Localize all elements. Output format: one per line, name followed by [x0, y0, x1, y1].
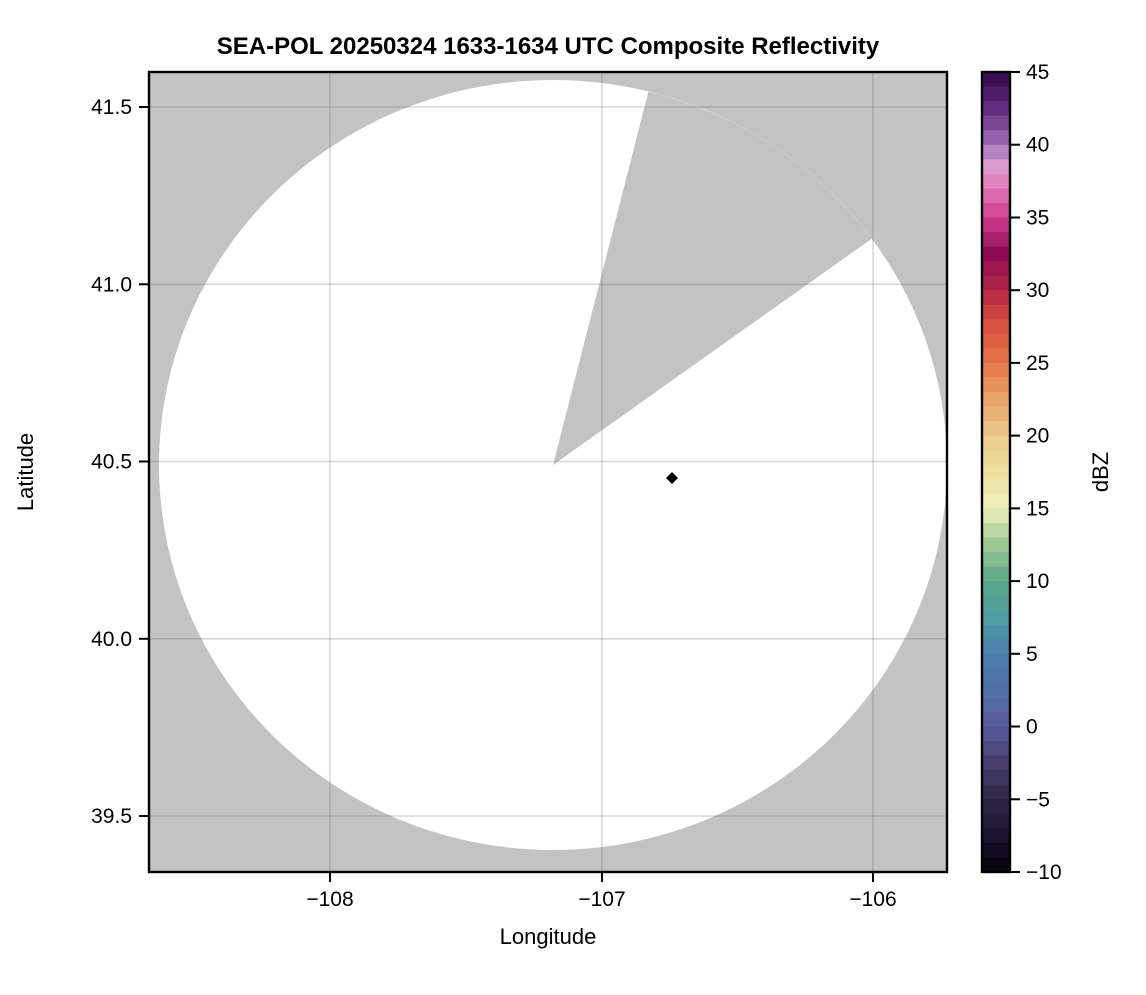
- colorbar-band: [982, 552, 1010, 567]
- colorbar-band: [982, 290, 1010, 306]
- colorbar-band: [982, 537, 1010, 553]
- colorbar-gradient: [982, 72, 1010, 873]
- y-axis-label: Latitude: [13, 433, 38, 511]
- cb-tick-label-15: 15: [1026, 497, 1049, 520]
- colorbar-band: [982, 697, 1010, 713]
- colorbar-band: [982, 435, 1010, 451]
- colorbar-band: [982, 130, 1010, 146]
- blanked-sector-wedge: [553, 91, 872, 465]
- colorbar-band: [982, 202, 1010, 218]
- colorbar-band: [982, 188, 1010, 204]
- cb-tick-label-45: 45: [1026, 61, 1049, 84]
- echo-point-marker: [666, 472, 678, 484]
- colorbar-band: [982, 406, 1010, 422]
- colorbar-band: [982, 842, 1010, 858]
- colorbar-band: [982, 857, 1010, 873]
- y-tick-label-41.5: 41.5: [91, 96, 132, 119]
- colorbar-band: [982, 173, 1010, 189]
- colorbar-band: [982, 261, 1010, 277]
- colorbar-band: [982, 493, 1010, 509]
- colorbar-band: [982, 726, 1010, 742]
- colorbar-band: [982, 755, 1010, 771]
- x-tick-label--108: −108: [306, 888, 353, 911]
- colorbar-band: [982, 377, 1010, 393]
- cb-tick-label-35: 35: [1026, 207, 1049, 230]
- colorbar-band: [982, 639, 1010, 655]
- colorbar-band: [982, 653, 1010, 669]
- colorbar-band: [982, 712, 1010, 727]
- colorbar-band: [982, 624, 1010, 640]
- colorbar: 45 40 35 30 25 20 15 10 5 0 −5 −10 dBZ: [980, 61, 1113, 884]
- cb-tick-label-5: 5: [1026, 643, 1038, 666]
- cb-tick-label-30: 30: [1026, 279, 1049, 302]
- cb-tick-label-40: 40: [1026, 134, 1049, 157]
- colorbar-band: [982, 595, 1010, 611]
- colorbar-band: [982, 450, 1010, 466]
- plot-area: −108 −107 −106 41.5 41.0 40.5 40.0 39.5 …: [13, 70, 949, 949]
- colorbar-band: [982, 682, 1010, 698]
- cb-tick-label-10: 10: [1026, 570, 1049, 593]
- cb-tick-label-25: 25: [1026, 352, 1049, 375]
- x-tick-label--107: −107: [578, 888, 625, 911]
- colorbar-band: [982, 246, 1010, 262]
- colorbar-band: [982, 799, 1010, 815]
- x-tick-label--106: −106: [849, 888, 896, 911]
- colorbar-band: [982, 101, 1010, 117]
- y-tick-label-39.5: 39.5: [91, 805, 132, 828]
- cb-tick-label--5: −5: [1026, 788, 1050, 811]
- y-tick-label-40.5: 40.5: [91, 451, 132, 474]
- colorbar-band: [982, 304, 1010, 320]
- colorbar-band: [982, 421, 1010, 437]
- colorbar-band: [982, 784, 1010, 800]
- colorbar-band: [982, 522, 1010, 538]
- colorbar-band: [982, 479, 1010, 495]
- y-tick-label-40.0: 40.0: [91, 628, 132, 651]
- colorbar-band: [982, 464, 1010, 480]
- colorbar-band: [982, 610, 1010, 626]
- colorbar-band: [982, 668, 1010, 684]
- colorbar-band: [982, 319, 1010, 335]
- colorbar-band: [982, 115, 1010, 131]
- colorbar-band: [982, 86, 1010, 102]
- colorbar-band: [982, 741, 1010, 757]
- colorbar-band: [982, 508, 1010, 524]
- colorbar-band: [982, 566, 1010, 582]
- colorbar-axis-label: dBZ: [1088, 452, 1113, 492]
- colorbar-band: [982, 217, 1010, 233]
- colorbar-band: [982, 144, 1010, 160]
- colorbar-band: [982, 813, 1010, 829]
- colorbar-band: [982, 362, 1010, 378]
- y-tick-label-41.0: 41.0: [91, 273, 132, 296]
- colorbar-band: [982, 392, 1010, 407]
- cb-tick-label-20: 20: [1026, 425, 1049, 448]
- colorbar-band: [982, 275, 1010, 291]
- colorbar-band: [982, 828, 1010, 844]
- plot-frame: [147, 70, 949, 874]
- colorbar-band: [982, 348, 1010, 364]
- colorbar-band: [982, 333, 1010, 349]
- colorbar-band: [982, 72, 1010, 87]
- colorbar-band: [982, 581, 1010, 597]
- x-axis-label: Longitude: [500, 924, 597, 949]
- colorbar-band: [982, 770, 1010, 786]
- colorbar-band: [982, 232, 1010, 247]
- colorbar-frame: [980, 70, 1012, 874]
- chart-title: SEA-POL 20250324 1633-1634 UTC Composite…: [217, 33, 880, 60]
- cb-tick-label--10: −10: [1026, 861, 1062, 884]
- colorbar-band: [982, 159, 1010, 175]
- cb-tick-label-0: 0: [1026, 716, 1038, 739]
